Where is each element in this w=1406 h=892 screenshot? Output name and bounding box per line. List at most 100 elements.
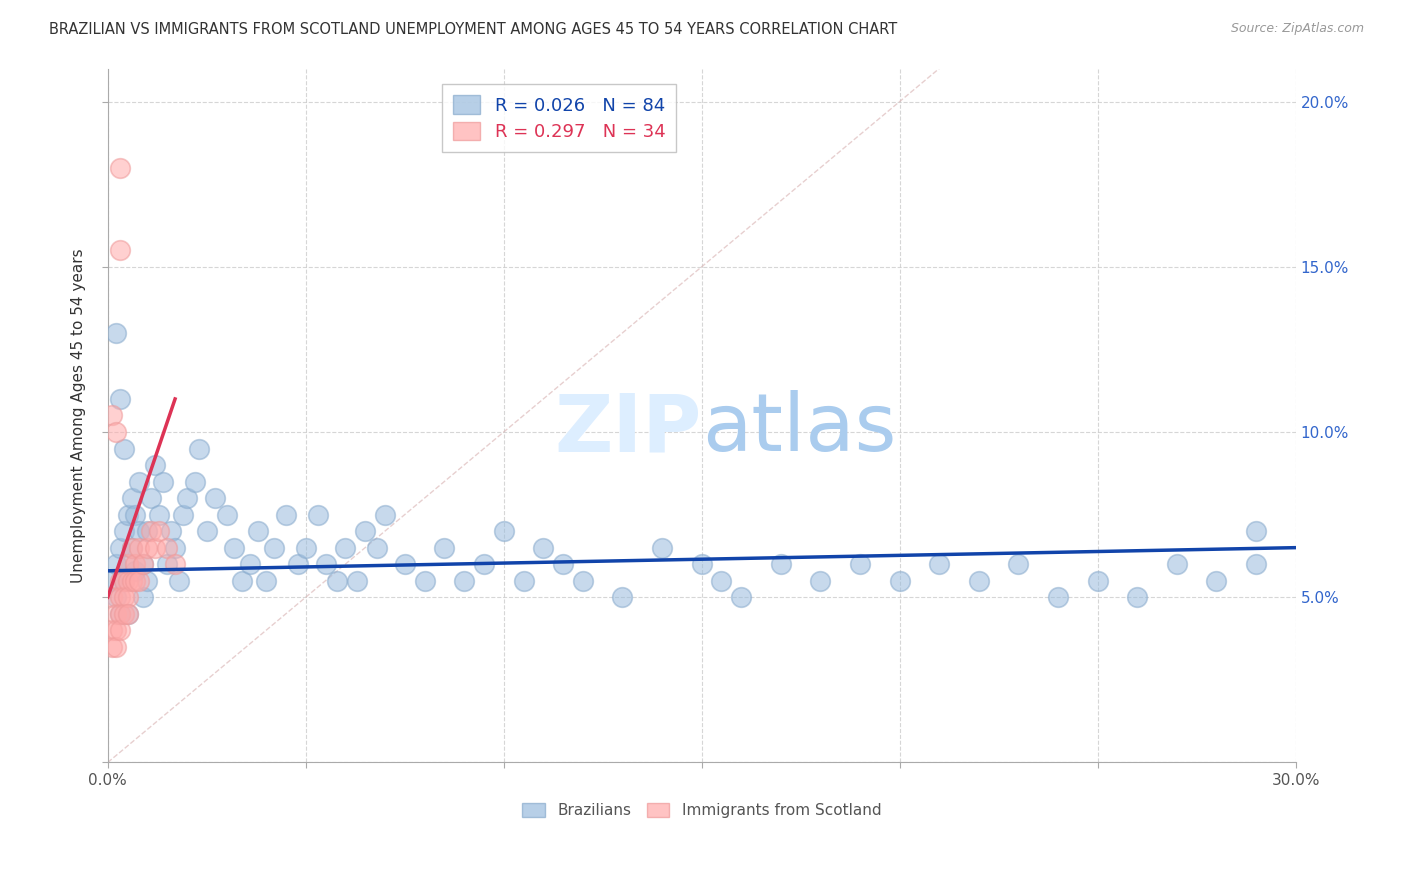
Point bbox=[160, 524, 183, 538]
Point bbox=[551, 557, 574, 571]
Point bbox=[108, 607, 131, 621]
Point bbox=[335, 541, 357, 555]
Point bbox=[117, 607, 139, 621]
Point bbox=[172, 508, 194, 522]
Point bbox=[121, 541, 143, 555]
Point bbox=[165, 557, 187, 571]
Point bbox=[187, 442, 209, 456]
Point bbox=[124, 564, 146, 578]
Point bbox=[132, 557, 155, 571]
Point bbox=[967, 574, 990, 588]
Point bbox=[117, 607, 139, 621]
Point bbox=[224, 541, 246, 555]
Point bbox=[128, 574, 150, 588]
Point bbox=[128, 524, 150, 538]
Point bbox=[354, 524, 377, 538]
Point bbox=[167, 574, 190, 588]
Point bbox=[326, 574, 349, 588]
Point bbox=[128, 475, 150, 489]
Point bbox=[104, 591, 127, 605]
Point bbox=[104, 557, 127, 571]
Point bbox=[366, 541, 388, 555]
Point bbox=[104, 640, 127, 654]
Point bbox=[117, 574, 139, 588]
Point bbox=[112, 524, 135, 538]
Point bbox=[287, 557, 309, 571]
Point bbox=[117, 557, 139, 571]
Point bbox=[156, 557, 179, 571]
Point bbox=[124, 508, 146, 522]
Point bbox=[108, 591, 131, 605]
Point bbox=[928, 557, 950, 571]
Text: atlas: atlas bbox=[702, 391, 896, 468]
Point bbox=[307, 508, 329, 522]
Point bbox=[104, 624, 127, 638]
Point bbox=[156, 541, 179, 555]
Point bbox=[112, 574, 135, 588]
Point bbox=[100, 574, 122, 588]
Point bbox=[121, 541, 143, 555]
Point bbox=[128, 541, 150, 555]
Point bbox=[100, 624, 122, 638]
Point bbox=[849, 557, 872, 571]
Point bbox=[108, 541, 131, 555]
Point bbox=[108, 574, 131, 588]
Point bbox=[1126, 591, 1149, 605]
Point bbox=[274, 508, 297, 522]
Point bbox=[100, 591, 122, 605]
Point bbox=[136, 524, 159, 538]
Point bbox=[132, 591, 155, 605]
Point bbox=[148, 508, 170, 522]
Point bbox=[315, 557, 337, 571]
Point bbox=[108, 161, 131, 175]
Point bbox=[512, 574, 534, 588]
Point bbox=[1166, 557, 1188, 571]
Point bbox=[1047, 591, 1070, 605]
Point bbox=[143, 541, 166, 555]
Point bbox=[176, 491, 198, 505]
Point bbox=[889, 574, 911, 588]
Point bbox=[374, 508, 396, 522]
Point bbox=[215, 508, 238, 522]
Point bbox=[100, 409, 122, 423]
Point bbox=[104, 607, 127, 621]
Point bbox=[136, 541, 159, 555]
Text: ZIP: ZIP bbox=[554, 391, 702, 468]
Point bbox=[690, 557, 713, 571]
Point bbox=[112, 442, 135, 456]
Point bbox=[152, 475, 174, 489]
Point bbox=[1244, 557, 1267, 571]
Point bbox=[1244, 524, 1267, 538]
Point bbox=[730, 591, 752, 605]
Point bbox=[132, 557, 155, 571]
Point bbox=[810, 574, 832, 588]
Point bbox=[143, 458, 166, 472]
Point bbox=[117, 508, 139, 522]
Point bbox=[117, 591, 139, 605]
Point bbox=[112, 574, 135, 588]
Point bbox=[413, 574, 436, 588]
Point bbox=[1087, 574, 1109, 588]
Point bbox=[184, 475, 207, 489]
Point bbox=[1007, 557, 1029, 571]
Point bbox=[346, 574, 368, 588]
Point bbox=[121, 491, 143, 505]
Point bbox=[141, 491, 163, 505]
Point bbox=[433, 541, 456, 555]
Point bbox=[1205, 574, 1227, 588]
Point bbox=[453, 574, 475, 588]
Point bbox=[612, 591, 634, 605]
Point bbox=[124, 574, 146, 588]
Point bbox=[108, 607, 131, 621]
Point bbox=[572, 574, 595, 588]
Point bbox=[195, 524, 218, 538]
Point bbox=[710, 574, 733, 588]
Point bbox=[231, 574, 253, 588]
Point bbox=[136, 574, 159, 588]
Point bbox=[394, 557, 416, 571]
Point bbox=[492, 524, 515, 538]
Y-axis label: Unemployment Among Ages 45 to 54 years: Unemployment Among Ages 45 to 54 years bbox=[72, 248, 86, 582]
Point bbox=[117, 557, 139, 571]
Point bbox=[263, 541, 285, 555]
Point bbox=[104, 425, 127, 439]
